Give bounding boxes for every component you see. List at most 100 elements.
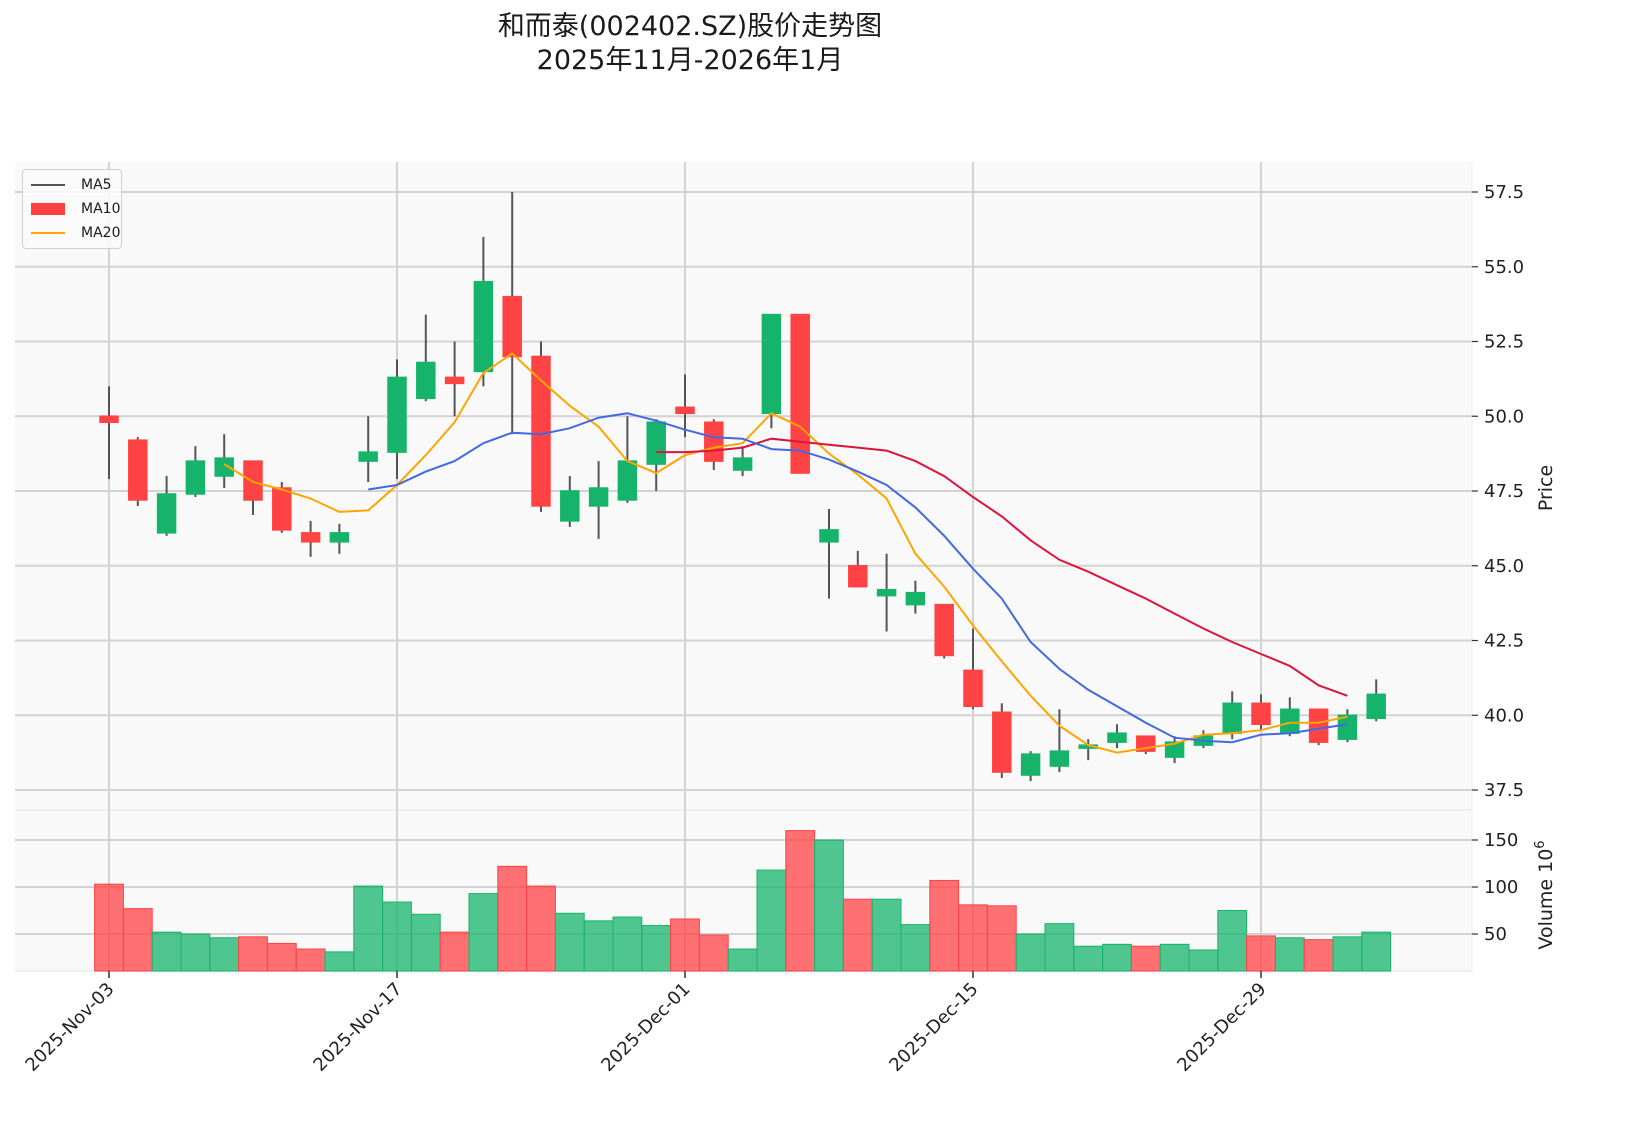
volume-bar <box>94 883 124 972</box>
volume-bar <box>209 937 240 972</box>
candle-body <box>992 711 1012 773</box>
candle-body <box>358 451 378 462</box>
chart-title-line1: 和而泰(002402.SZ)股价走势图 <box>497 11 883 42</box>
candle-body <box>1251 702 1271 725</box>
legend-item-ma10: MA10 <box>31 200 120 218</box>
volume-bar <box>1102 943 1132 972</box>
price-axis: 37.5 40.0 42.5 45.0 47.5 50.0 52.5 55.0 57.5 <box>1472 182 1524 801</box>
price-tick-label: 37.5 <box>1484 780 1524 801</box>
price-axis-title: Price <box>1535 465 1557 511</box>
volume-bar <box>727 948 758 972</box>
volume-bar <box>1073 945 1104 972</box>
chart-title-line2: 2025年11月-2026年1月 <box>536 45 844 76</box>
candle-body <box>243 460 263 501</box>
volume-tick-label: 150 <box>1484 830 1518 851</box>
volume-bar <box>180 933 211 972</box>
ma5-line-icon <box>31 184 65 186</box>
price-tick-label: 42.5 <box>1484 631 1524 652</box>
candle-body <box>387 376 407 453</box>
candle-body <box>214 457 234 477</box>
price-tick-label: 57.5 <box>1484 182 1524 203</box>
volume-bar <box>497 865 528 972</box>
volume-bar <box>1246 935 1276 972</box>
volume-bar <box>756 869 787 972</box>
candle-body <box>848 565 868 588</box>
candle-body <box>617 460 638 501</box>
volume-bar <box>958 904 988 972</box>
candle-body <box>156 493 177 534</box>
volume-bar <box>238 936 268 972</box>
volume-bar <box>698 934 729 972</box>
volume-bar <box>1361 931 1392 972</box>
price-tick-label: 52.5 <box>1484 332 1524 353</box>
candle-body <box>560 490 580 522</box>
candle-body <box>128 439 148 501</box>
volume-bar <box>871 898 902 972</box>
candle-body <box>185 460 206 495</box>
candle-body <box>761 313 782 415</box>
candle-body <box>99 415 119 423</box>
candle-body <box>502 295 522 358</box>
candle-body <box>704 421 724 462</box>
chart-title: 和而泰(002402.SZ)股价走势图 2025年11月-2026年1月 <box>0 10 1380 78</box>
candle-body <box>473 280 494 373</box>
candlesticks <box>99 192 1386 782</box>
volume-bar <box>1044 923 1075 972</box>
candle-body <box>1049 750 1070 767</box>
volume-axis: 50 100 150 <box>1472 830 1518 945</box>
candle-body <box>876 588 897 597</box>
volume-bar <box>1130 945 1161 972</box>
candle-body <box>732 457 753 471</box>
volume-bar <box>670 918 700 972</box>
ma20-line <box>223 352 1348 754</box>
legend-item-ma20: MA20 <box>31 224 120 242</box>
chart-legend: MA5 MA10 MA20 <box>22 169 122 249</box>
volume-bar <box>266 942 297 972</box>
volume-bar <box>1274 937 1305 972</box>
candle-body <box>819 529 839 543</box>
volume-bar <box>641 925 672 972</box>
candle-body <box>1366 693 1386 719</box>
volume-bar <box>1015 933 1046 972</box>
volume-bar <box>526 885 556 972</box>
volume-bars <box>94 830 1392 972</box>
candle-body <box>416 361 436 400</box>
volume-tick-label: 50 <box>1484 924 1507 945</box>
date-axis: 2025-Nov-03 2025-Nov-17 2025-Dec-01 2025-De… <box>21 971 1271 1076</box>
ma20-line-icon <box>31 232 65 234</box>
volume-bar <box>612 916 643 972</box>
candle-body <box>1308 708 1329 743</box>
volume-bar <box>122 908 153 972</box>
moving-average-lines <box>223 352 1348 754</box>
legend-item-ma5: MA5 <box>31 176 112 194</box>
volume-bar <box>382 901 412 972</box>
price-tick-label: 47.5 <box>1484 481 1524 502</box>
candle-body <box>963 669 983 708</box>
date-tick-label: 2025-Dec-01 <box>597 979 694 1076</box>
candle-body <box>444 376 465 385</box>
volume-bar <box>1188 949 1219 972</box>
date-tick-label: 2025-Dec-29 <box>1173 979 1270 1076</box>
volume-bar <box>410 913 441 972</box>
candle-body <box>905 591 926 606</box>
price-tick-label: 40.0 <box>1484 705 1524 726</box>
price-tick-label: 45.0 <box>1484 556 1524 577</box>
candle-body <box>675 406 695 415</box>
candle-body <box>1020 753 1041 776</box>
candle-body <box>531 355 551 507</box>
volume-bar <box>986 905 1017 972</box>
volume-bar <box>900 924 931 972</box>
volume-bar <box>295 948 326 972</box>
volume-bar <box>814 839 844 972</box>
volume-bar <box>1217 910 1248 972</box>
volume-bar <box>929 879 960 972</box>
price-tick-label: 55.0 <box>1484 257 1524 278</box>
candle-body <box>1164 741 1185 758</box>
volume-bar <box>468 893 499 972</box>
volume-bar <box>583 920 614 972</box>
volume-bar <box>1303 939 1334 972</box>
date-tick-label: 2025-Nov-17 <box>309 979 406 1076</box>
candle-body <box>1337 714 1358 740</box>
volume-bar <box>353 885 384 972</box>
